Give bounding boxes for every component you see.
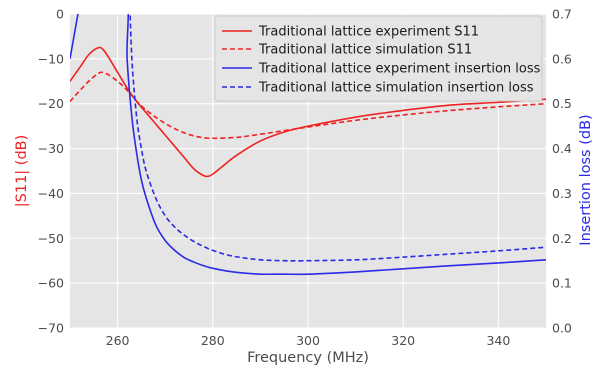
series-layer xyxy=(70,14,546,276)
right-y-tick-label: 0.0 xyxy=(552,321,572,336)
legend: Traditional lattice experiment S11 Tradi… xyxy=(214,15,543,102)
right-y-tick-label: 0.3 xyxy=(552,186,572,201)
right-y-tick-label: 0.7 xyxy=(552,7,572,22)
x-tick-label: 280 xyxy=(201,333,225,348)
left-y-tick-label: 0 xyxy=(56,7,64,22)
s11-simulation-line xyxy=(70,71,546,140)
left-y-tick-labels: 0 −10 −20 −30 −40 −50 −60 −70 xyxy=(38,7,64,336)
x-axis-label: Frequency (MHz) xyxy=(247,350,369,366)
legend-label-insertion-simulation: Traditional lattice simulation insertion… xyxy=(258,81,534,96)
right-y-tick-label: 0.4 xyxy=(552,141,572,156)
right-y-tick-label: 0.5 xyxy=(552,96,572,111)
left-y-tick-label: −30 xyxy=(38,141,64,156)
left-y-tick-label: −40 xyxy=(38,186,64,201)
legend-label-s11-experiment: Traditional lattice experiment S11 xyxy=(258,25,479,40)
s11-experiment-line xyxy=(70,46,546,178)
legend-box xyxy=(214,15,543,102)
right-y-tick-label: 0.2 xyxy=(552,231,572,246)
insertion-loss-experiment-line xyxy=(70,14,546,276)
x-tick-label: 340 xyxy=(486,333,510,348)
legend-label-s11-simulation: Traditional lattice simulation S11 xyxy=(258,43,472,58)
right-y-tick-labels: 0.0 0.1 0.2 0.3 0.4 0.5 0.6 0.7 xyxy=(552,7,572,336)
x-tick-label: 320 xyxy=(391,333,415,348)
x-tick-labels: 260 280 300 320 340 xyxy=(106,333,511,348)
x-tick-label: 300 xyxy=(296,333,320,348)
left-y-tick-label: −70 xyxy=(38,321,64,336)
insertion-loss-simulation-line xyxy=(129,14,546,262)
left-y-tick-label: −60 xyxy=(38,276,64,291)
left-y-tick-label: −50 xyxy=(38,231,64,246)
right-y-axis-label: Insertion loss (dB) xyxy=(578,114,594,245)
right-y-tick-label: 0.1 xyxy=(552,276,572,291)
legend-label-insertion-experiment: Traditional lattice experiment insertion… xyxy=(258,62,541,77)
x-tick-label: 260 xyxy=(106,333,130,348)
left-y-axis-label: |S11| (dB) xyxy=(14,135,30,208)
left-y-tick-label: −10 xyxy=(38,51,64,66)
left-y-tick-label: −20 xyxy=(38,96,64,111)
right-y-tick-label: 0.6 xyxy=(552,51,572,66)
